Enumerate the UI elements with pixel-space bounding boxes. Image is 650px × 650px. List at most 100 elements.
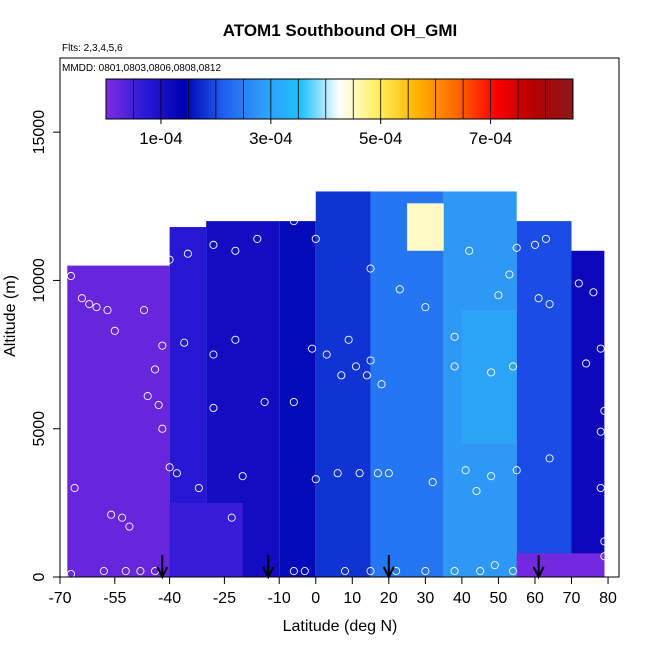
sample-point xyxy=(183,249,192,258)
sample-point xyxy=(308,344,317,353)
sample-point xyxy=(66,569,76,577)
sample-point xyxy=(110,326,119,335)
sample-point xyxy=(362,371,371,380)
colorbar-tick-label: 3e-04 xyxy=(249,129,292,148)
sample-point xyxy=(118,513,127,522)
x-tick-label: -40 xyxy=(158,590,181,607)
sample-point xyxy=(487,368,496,377)
sample-point xyxy=(337,371,346,380)
sample-point xyxy=(99,567,108,576)
sample-point xyxy=(508,567,518,576)
sample-points-layer xyxy=(66,217,609,577)
sample-point xyxy=(545,300,554,309)
sample-point xyxy=(209,240,218,249)
sample-point xyxy=(574,279,583,288)
sample-point xyxy=(534,294,543,303)
sample-point xyxy=(541,234,550,243)
sample-point xyxy=(125,522,134,531)
heatmap-cell xyxy=(315,191,371,577)
y-tick-label: 0 xyxy=(31,572,48,581)
heatmap-cell xyxy=(407,203,444,251)
heatmap-layer xyxy=(67,191,605,577)
sample-point xyxy=(508,362,518,371)
sample-point xyxy=(66,271,76,281)
sample-point xyxy=(589,288,598,297)
x-tick-label: -10 xyxy=(268,590,291,607)
sample-point xyxy=(596,344,605,353)
heatmap-cell xyxy=(279,221,316,577)
sample-point xyxy=(377,380,386,389)
sample-point xyxy=(512,466,521,475)
sample-point xyxy=(333,469,342,478)
sample-point xyxy=(384,469,393,478)
plot-frame xyxy=(59,57,620,578)
sample-point xyxy=(289,397,298,407)
x-tick-label: 30 xyxy=(416,590,434,607)
sample-point xyxy=(366,356,375,365)
sample-point xyxy=(172,469,181,478)
sample-point xyxy=(209,403,218,413)
heatmap-cell xyxy=(571,250,605,577)
sample-point xyxy=(260,397,269,407)
sample-point xyxy=(231,246,240,255)
sample-point xyxy=(355,469,364,478)
sample-point xyxy=(487,472,496,481)
sample-point xyxy=(311,234,320,243)
chart-dates-label: MMDD: 0801,0803,0806,0808,0812 xyxy=(62,63,221,74)
y-axis-label: Altitude (m) xyxy=(2,275,19,357)
sample-point xyxy=(596,483,605,493)
sample-point xyxy=(490,561,499,570)
sample-point xyxy=(289,567,298,576)
x-tick-label: 0 xyxy=(311,590,320,607)
sample-point xyxy=(545,454,554,463)
x-tick-label: 70 xyxy=(563,590,581,607)
y-tick-label: 5000 xyxy=(31,411,48,447)
sample-point xyxy=(428,478,437,487)
sample-point xyxy=(311,475,320,484)
sample-point xyxy=(253,234,262,243)
x-axis-label: Latitude (deg N) xyxy=(283,618,398,635)
y-tick-label: 10000 xyxy=(31,258,48,303)
sample-point xyxy=(322,350,331,359)
sample-point xyxy=(150,365,160,374)
sample-point xyxy=(395,285,404,294)
sample-point xyxy=(596,427,605,436)
sample-point xyxy=(505,270,514,279)
heatmap-cell xyxy=(461,310,517,444)
y-tick-label: 15000 xyxy=(31,110,48,155)
sample-point xyxy=(512,243,521,252)
sample-point xyxy=(366,264,375,273)
x-axis: -70 -55 -40 -25 -10 0 10 20 30 40 50 60 70 80 xyxy=(48,577,617,607)
sample-point xyxy=(147,228,156,238)
x-tick-label: -55 xyxy=(103,590,126,607)
x-tick-label: -70 xyxy=(48,590,71,607)
sample-point xyxy=(121,567,130,576)
sample-point xyxy=(582,359,591,368)
sample-point xyxy=(366,567,375,576)
sample-point xyxy=(450,362,459,371)
colorbar-tick-label: 7e-04 xyxy=(469,129,512,148)
sample-point xyxy=(421,567,430,576)
sample-point xyxy=(139,306,149,315)
sample-point xyxy=(165,255,174,264)
x-tick-label: 10 xyxy=(343,590,361,607)
sample-point xyxy=(289,217,298,226)
sample-point xyxy=(472,486,481,496)
chart-title: ATOM1 Southbound OH_GMI xyxy=(223,21,458,40)
heatmap-cell xyxy=(370,191,444,577)
sample-point xyxy=(344,335,353,344)
sample-point xyxy=(227,513,236,522)
x-tick-label: 20 xyxy=(380,590,398,607)
sample-point xyxy=(180,338,189,347)
sample-point xyxy=(351,362,360,371)
sample-point xyxy=(194,483,203,493)
sample-point xyxy=(461,466,470,475)
sample-point xyxy=(158,341,167,350)
heatmap-cell xyxy=(67,265,170,577)
heatmap-cell xyxy=(516,553,605,577)
sample-point xyxy=(70,483,79,493)
sample-point xyxy=(103,306,112,315)
x-tick-label: 60 xyxy=(526,590,544,607)
